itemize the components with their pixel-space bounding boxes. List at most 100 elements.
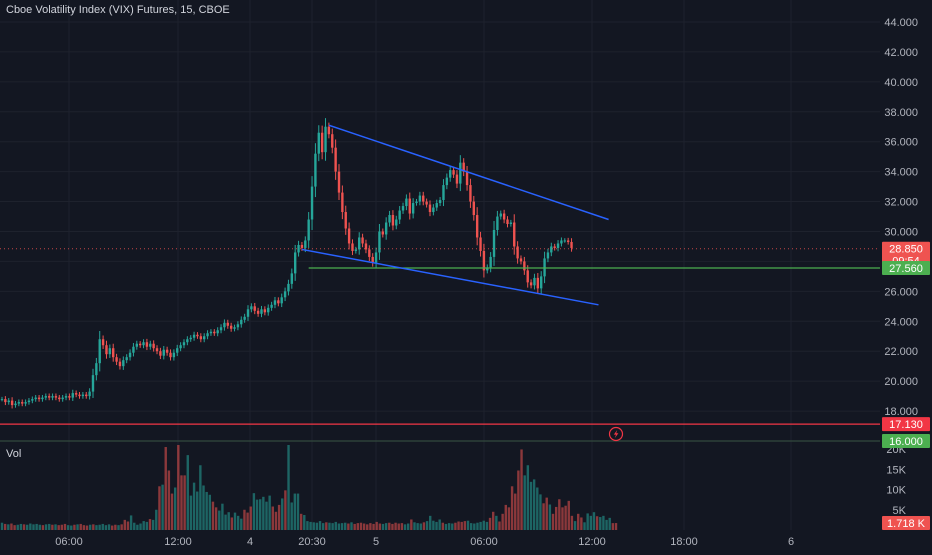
candle-body [149, 343, 152, 347]
candle-body [10, 400, 14, 406]
volume-bar [425, 521, 429, 530]
volume-bar [170, 493, 174, 530]
candle-body [135, 343, 138, 347]
candle-body [240, 319, 243, 325]
volume-bar [252, 493, 256, 530]
candle-body [159, 351, 162, 356]
candle-body [553, 246, 556, 248]
volume-bar [126, 521, 130, 530]
trendline [328, 124, 609, 221]
candle-body [253, 306, 256, 311]
candle-body [105, 345, 108, 355]
candle-body [395, 219, 398, 226]
horizontal-levels[interactable] [0, 248, 880, 442]
candle-body [61, 397, 64, 400]
volume-bar [38, 524, 41, 530]
candle-body [98, 339, 101, 364]
candle-body [415, 201, 418, 204]
volume-bar [158, 486, 161, 530]
candle-body [277, 300, 280, 304]
volume-bar [353, 523, 356, 530]
volume-bar [595, 516, 599, 530]
volume-bar [148, 519, 152, 530]
grid-lines [0, 0, 880, 530]
volume-bar [520, 449, 523, 530]
volume-bar [164, 447, 167, 530]
time-tick-label: 12:00 [578, 536, 606, 548]
volume-bar [362, 523, 366, 530]
volume-bar [243, 509, 246, 530]
trendlines[interactable] [301, 124, 609, 306]
volume-bar [218, 510, 221, 530]
candle-body [418, 195, 422, 202]
volume-bar [614, 523, 618, 530]
lightning-bolt-icon[interactable] [608, 426, 624, 442]
volume-bar [340, 523, 344, 530]
volume-bar [315, 522, 319, 530]
candle-body [324, 126, 327, 153]
volume-bar [41, 525, 45, 530]
volume-bar [460, 521, 463, 530]
candle-body [287, 283, 290, 292]
candle-body [310, 186, 314, 220]
volume-bar [384, 523, 388, 530]
volume-bar [208, 494, 212, 530]
candle-body [550, 246, 553, 253]
candle-body [516, 246, 519, 259]
last-price-badge-text: 28.850 [889, 244, 923, 256]
volume-bar [350, 522, 353, 530]
volume-bar [429, 515, 432, 530]
candle-body [152, 343, 155, 349]
volume-bar [177, 445, 180, 530]
volume-bar [447, 523, 451, 530]
candle-body [334, 147, 337, 172]
volume-bar [3, 523, 7, 530]
volume-bar [466, 520, 470, 530]
candle-body [4, 399, 7, 403]
volume-bar [536, 487, 539, 530]
volume-bar [391, 523, 394, 530]
candle-body [502, 213, 506, 220]
candle-body [489, 256, 492, 268]
green-level-badge-text: 27.560 [889, 263, 923, 275]
candle-body [388, 215, 391, 223]
volume-bar [284, 490, 287, 530]
volume-bar [57, 525, 60, 530]
volume-bar [111, 525, 114, 530]
candle-body [64, 396, 68, 398]
candle-body [176, 348, 179, 353]
volume-bar [567, 500, 570, 530]
candle-body [354, 249, 358, 251]
volume-bar [199, 465, 202, 530]
volume-bar [331, 523, 334, 530]
volume-bar [265, 501, 268, 530]
candle-body [347, 228, 351, 244]
volume-bar [29, 523, 32, 530]
candle-body [411, 203, 415, 214]
candle-body [172, 352, 176, 358]
candle-body [71, 393, 74, 398]
volume-bar [381, 523, 385, 530]
candle-body [422, 195, 425, 202]
volume-bar [441, 522, 445, 530]
candle-body [331, 134, 334, 148]
volume-bar [161, 484, 164, 530]
volume-bar [416, 523, 419, 530]
volume-bar [366, 524, 369, 530]
candle-body [209, 331, 213, 334]
volume-bar [498, 521, 501, 530]
volume-bar [95, 525, 98, 530]
candle-body [213, 331, 216, 334]
volume-bar [63, 523, 67, 530]
candle-body [526, 270, 529, 283]
volume-bar [532, 479, 536, 530]
volume-bar [561, 507, 564, 530]
time-tick-label: 18:00 [670, 536, 698, 548]
volume-bar [611, 523, 615, 530]
price-axis[interactable]: 18.00020.00022.00024.00026.00028.00030.0… [884, 17, 918, 418]
candle-body [256, 310, 260, 314]
time-axis[interactable]: 06:00 12:00 4 20:30 5 06:00 12:00 18:00 6 [55, 536, 794, 548]
